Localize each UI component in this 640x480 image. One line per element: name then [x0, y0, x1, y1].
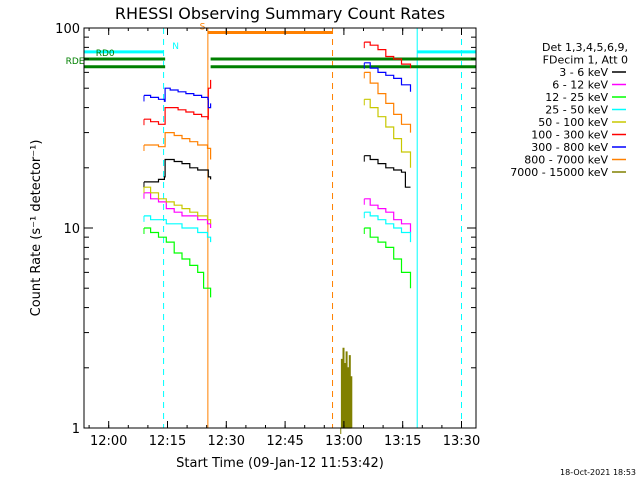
- legend-entry-label-3: 25 - 50 keV: [545, 104, 608, 117]
- y-tick-label-1: 10: [63, 222, 80, 237]
- series-line-2-seg-1: [364, 227, 412, 289]
- series-line-4-seg-0: [144, 186, 212, 224]
- legend-entry-label-1: 6 - 12 keV: [552, 79, 608, 92]
- flag-label-s: S: [200, 22, 206, 32]
- x-tick-label-4: 13:00: [325, 434, 362, 449]
- series-line-6-seg-1: [364, 62, 412, 92]
- flag-bars: N S RD0 RDE: [66, 22, 476, 69]
- series-line-7-seg-1: [364, 71, 412, 133]
- x-tick-label-1: 12:15: [149, 434, 186, 449]
- series-line-2-seg-0: [144, 227, 212, 298]
- x-tick-label-6: 13:30: [443, 434, 480, 449]
- legend-entry-label-0: 3 - 6 keV: [559, 66, 608, 79]
- legend-entry-label-8: 7000 - 15000 keV: [510, 166, 608, 179]
- flag-label-rd0: RD0: [96, 49, 115, 59]
- series-line-0-seg-0: [144, 158, 212, 183]
- series-line-8-seg-0: [340, 347, 353, 429]
- series-line-5-seg-0: [144, 79, 212, 125]
- legend: Det 1,3,4,5,6,9,FDecim 1, Att 03 - 6 keV…: [510, 41, 628, 179]
- y-axis-label: Count Rate (s⁻¹ detector⁻¹): [29, 140, 44, 317]
- x-tick-label-5: 13:15: [384, 434, 421, 449]
- x-tick-label-2: 12:30: [208, 434, 245, 449]
- flag-label-rde: RDE: [66, 57, 85, 67]
- series-line-1-seg-0: [144, 192, 212, 228]
- chart-title: RHESSI Observing Summary Count Rates: [115, 4, 445, 23]
- legend-entry-label-5: 100 - 300 keV: [531, 129, 608, 142]
- legend-entry-label-2: 12 - 25 keV: [545, 91, 608, 104]
- axes-ticks: 12:00 12:15 12:30 12:45 13:00 13:15 13:30 1 10 10…: [55, 22, 480, 449]
- series-line-0-seg-1: [364, 155, 411, 188]
- legend-entry-label-7: 800 - 7000 keV: [524, 154, 608, 167]
- flag-label-n: N: [172, 42, 179, 52]
- series-line-4-seg-1: [364, 98, 412, 168]
- legend-entry-label-4: 50 - 100 keV: [538, 116, 608, 129]
- legend-header-0: Det 1,3,4,5,6,9,: [542, 41, 628, 54]
- series-line-7-seg-0: [144, 132, 212, 160]
- series-line-1-seg-1: [364, 198, 412, 233]
- y-tick-label-2: 100: [55, 22, 80, 37]
- legend-header-1: FDecim 1, Att 0: [543, 54, 628, 67]
- series-line-3-seg-0: [144, 215, 212, 243]
- series-group: [143, 41, 412, 434]
- x-tick-label-3: 12:45: [266, 434, 303, 449]
- series-line-5-seg-1: [364, 41, 412, 69]
- series-line-3-seg-1: [364, 211, 412, 243]
- x-tick-label-0: 12:00: [90, 434, 127, 449]
- y-tick-label-0: 1: [72, 422, 80, 437]
- x-axis-label: Start Time (09-Jan-12 11:53:42): [176, 456, 384, 471]
- timestamp-footer: 18-Oct-2021 18:53: [560, 468, 636, 477]
- legend-entry-label-6: 300 - 800 keV: [531, 141, 608, 154]
- series-line-6-seg-0: [144, 87, 212, 109]
